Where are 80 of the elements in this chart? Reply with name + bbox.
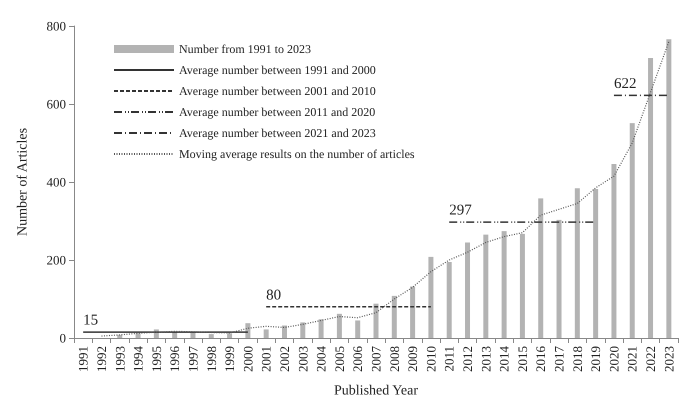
x-tick-label: 2016 xyxy=(533,346,548,372)
annotation: 80 xyxy=(266,287,282,304)
x-tick-label: 1999 xyxy=(222,346,238,372)
x-tick-label: 2021 xyxy=(624,346,640,372)
x-tick-label: 2013 xyxy=(478,346,494,372)
x-tick-label: 2018 xyxy=(570,346,585,372)
bar xyxy=(483,234,488,338)
x-tick-label: 2006 xyxy=(350,346,366,372)
bar xyxy=(666,39,672,338)
bar xyxy=(465,242,470,338)
bar xyxy=(520,234,525,338)
bar xyxy=(593,189,598,338)
x-tick-label: 2000 xyxy=(240,346,256,372)
bar xyxy=(190,332,196,338)
x-tick-label: 2005 xyxy=(332,346,347,372)
x-tick-label: 2004 xyxy=(314,346,329,372)
x-tick-label: 1998 xyxy=(204,346,219,372)
x-tick-label: 2023 xyxy=(661,346,676,372)
x-tick-label: 1997 xyxy=(185,346,200,372)
x-tick-label: 2012 xyxy=(460,346,476,372)
y-tick-label: 800 xyxy=(46,18,66,34)
legend-label: Moving average results on the number of articles xyxy=(179,147,415,161)
bar xyxy=(428,256,434,338)
bar xyxy=(117,334,122,338)
x-tick-label: 2019 xyxy=(588,346,604,372)
x-tick-label: 2007 xyxy=(368,346,384,372)
x-tick-label: 1996 xyxy=(167,346,182,372)
x-tick-label: 2014 xyxy=(496,346,512,372)
bar xyxy=(336,314,342,338)
bar xyxy=(538,198,544,338)
legend-label: Average number between 2021 and 2023 xyxy=(179,126,376,140)
bar xyxy=(574,188,580,338)
bar xyxy=(630,123,635,338)
bar xyxy=(208,334,214,338)
bar xyxy=(227,333,232,338)
bar xyxy=(410,286,416,338)
x-axis-title: Published Year xyxy=(334,384,418,398)
bar xyxy=(282,326,287,338)
x-tick-label: 2008 xyxy=(386,346,402,372)
x-tick-label: 2003 xyxy=(295,346,310,372)
bar xyxy=(611,164,616,338)
x-tick-label: 2017 xyxy=(552,346,567,372)
y-tick-label: 200 xyxy=(46,252,66,268)
line-series xyxy=(100,41,670,337)
y-tick-label: 600 xyxy=(46,96,66,112)
y-tick-label: 0 xyxy=(60,330,66,346)
legend-label: Average number between 2011 and 2020 xyxy=(179,105,376,119)
bar xyxy=(318,319,324,338)
bar xyxy=(264,329,269,338)
annotation: 622 xyxy=(614,76,636,92)
legend-label: Number from 1991 to 2023 xyxy=(179,42,311,56)
x-tick-label: 1995 xyxy=(148,346,164,372)
annotation: 297 xyxy=(449,202,472,219)
x-tick-label: 2020 xyxy=(606,346,622,372)
x-tick-label: 2001 xyxy=(258,346,274,372)
legend-label: Average number between 2001 and 2010 xyxy=(179,84,376,98)
x-tick-label: 2010 xyxy=(423,346,438,372)
x-tick-label: 2022 xyxy=(643,346,658,372)
x-tick-label: 2011 xyxy=(442,346,457,372)
bar xyxy=(355,320,360,338)
x-tick-label: 1994 xyxy=(130,346,146,372)
x-tick-label: 2009 xyxy=(405,346,420,372)
x-tick-label: 2002 xyxy=(276,346,292,372)
bar xyxy=(446,262,452,338)
bar xyxy=(245,323,250,338)
bar xyxy=(648,58,654,338)
bar xyxy=(136,333,141,338)
bar xyxy=(392,296,397,338)
x-tick-label: 1991 xyxy=(76,346,91,372)
x-tick-label: 1992 xyxy=(94,346,109,372)
y-axis-title: Number of Articles xyxy=(16,128,30,236)
bar xyxy=(502,231,507,338)
y-tick-label: 400 xyxy=(46,174,66,190)
annotation: 15 xyxy=(83,312,98,329)
bar xyxy=(374,304,378,338)
legend-label: Average number between 1991 and 2000 xyxy=(179,63,376,77)
bar xyxy=(556,220,562,338)
x-tick-label: 1993 xyxy=(112,346,128,372)
bar xyxy=(300,322,306,338)
x-tick-label: 2015 xyxy=(514,346,530,372)
